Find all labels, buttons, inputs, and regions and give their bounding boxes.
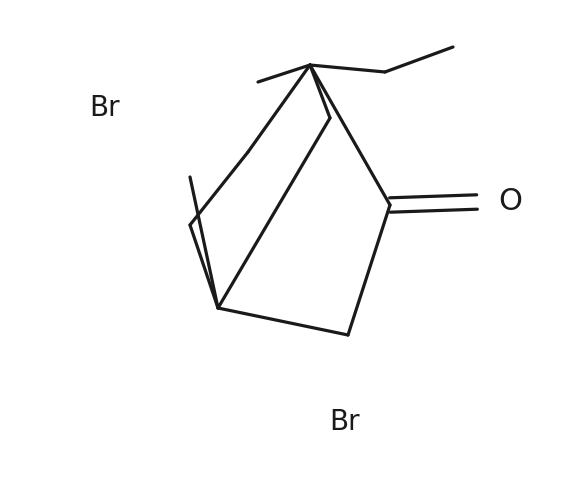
Text: Br: Br — [329, 408, 360, 436]
Text: O: O — [498, 188, 522, 216]
Text: Br: Br — [89, 94, 120, 122]
